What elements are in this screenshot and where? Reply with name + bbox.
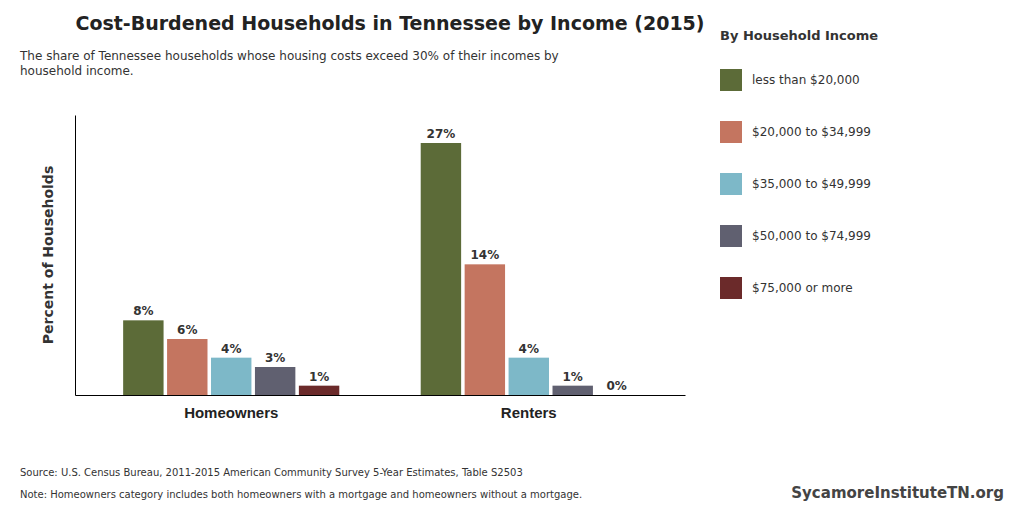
bar — [255, 367, 295, 395]
title: Cost-Burdened Households in Tennessee by… — [75, 12, 704, 34]
data-label: 0% — [606, 379, 626, 393]
bar — [421, 143, 461, 395]
source-note: Source: U.S. Census Bureau, 2011-2015 Am… — [20, 467, 523, 478]
bar — [167, 339, 207, 395]
data-labels: 8% 27% 6% 14% 4% 4% 3% 1% 1% 0% — [133, 127, 627, 393]
bar — [596, 395, 636, 396]
legend: By Household Income less than $20,000 $20,… — [720, 28, 878, 299]
x-tick-label: Renters — [501, 404, 557, 421]
legend-swatch — [720, 121, 742, 143]
data-label: 4% — [519, 342, 539, 356]
legend-label: $75,000 or more — [752, 281, 853, 295]
data-label: 1% — [309, 370, 329, 384]
data-label: 4% — [221, 342, 241, 356]
watermark: SycamoreInstituteTN.org — [791, 484, 1004, 502]
plot: 8% 27% 6% 14% 4% 4% 3% 1% 1% 0% Homeowners Renters — [76, 116, 686, 421]
bar — [553, 386, 593, 395]
y-axis-line — [75, 116, 76, 396]
x-tick: Homeowners — [184, 395, 278, 421]
bar — [299, 386, 339, 395]
legend-label: less than $20,000 — [752, 73, 860, 87]
source-note: Note: Homeowners category includes both … — [20, 489, 582, 500]
data-label: 1% — [563, 370, 583, 384]
legend-label: $20,000 to $34,999 — [752, 125, 871, 139]
data-label: 3% — [265, 351, 285, 365]
x-axis: Homeowners Renters — [76, 395, 686, 421]
legend-title: By Household Income — [720, 28, 878, 43]
legend-item: $75,000 or more — [720, 277, 853, 299]
y-axis-title: Percent of Households — [40, 166, 56, 344]
subtitle: The share of Tennessee households whose … — [19, 49, 559, 78]
bar — [123, 320, 163, 395]
bar — [509, 358, 549, 395]
bar — [211, 358, 251, 395]
data-label: 27% — [427, 127, 456, 141]
chart: Cost-Burdened Households in Tennessee by… — [0, 0, 1024, 512]
x-tick-label: Homeowners — [184, 404, 278, 421]
legend-swatch — [720, 173, 742, 195]
data-label: 14% — [470, 248, 499, 262]
data-label: 6% — [177, 323, 197, 337]
bar — [465, 264, 505, 395]
y-axis — [75, 116, 76, 396]
x-tick: Renters — [501, 395, 557, 421]
legend-swatch — [720, 69, 742, 91]
legend-label: $50,000 to $74,999 — [752, 229, 871, 243]
legend-swatch — [720, 277, 742, 299]
data-label: 8% — [133, 304, 153, 318]
legend-item: $20,000 to $34,999 — [720, 121, 871, 143]
legend-swatch — [720, 225, 742, 247]
bars — [123, 143, 593, 395]
x-axis-line — [76, 395, 686, 396]
legend-item: less than $20,000 — [720, 69, 860, 91]
legend-item: $35,000 to $49,999 — [720, 173, 871, 195]
legend-item: $50,000 to $74,999 — [720, 225, 871, 247]
legend-label: $35,000 to $49,999 — [752, 177, 871, 191]
